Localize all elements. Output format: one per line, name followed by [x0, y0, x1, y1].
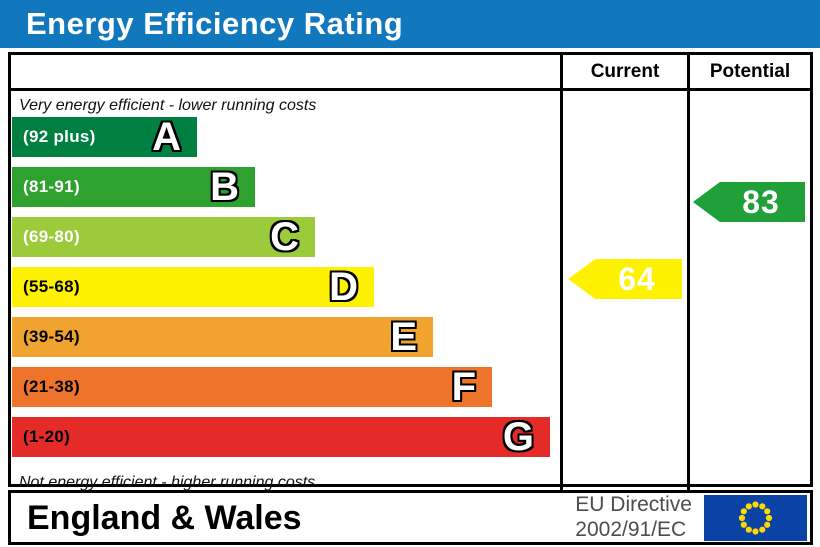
bottom-note: Not energy efficient - higher running co… [19, 474, 316, 491]
band-letter-e: E [390, 315, 417, 359]
header-spacer [11, 55, 560, 88]
band-range-g: (1-20) [23, 427, 71, 446]
chart-title-bar: Energy Efficiency Rating [0, 0, 820, 48]
footer-region-label: England & Wales [27, 498, 302, 537]
band-row-a: (92 plus) A [12, 117, 197, 157]
table-body: Very energy efficient - lower running co… [11, 91, 810, 494]
potential-rating-value: 83 [742, 183, 780, 220]
band-letter-d: D [329, 265, 358, 309]
band-row-d: (55-68) D [12, 267, 374, 307]
column-header-potential: Potential [687, 55, 810, 88]
eu-flag-icon [704, 494, 807, 541]
potential-column: 83 [687, 91, 810, 494]
eu-directive-label: EU Directive 2002/91/EC [575, 493, 692, 541]
band-row-c: (69-80) C [12, 217, 315, 257]
band-letter-a: A [152, 115, 181, 159]
column-header-current: Current [560, 55, 687, 88]
top-note: Very energy efficient - lower running co… [19, 97, 317, 114]
current-rating-value: 64 [618, 260, 656, 297]
current-column: 64 [560, 91, 687, 494]
band-row-g: (1-20) G [12, 417, 550, 457]
band-letter-g: G [502, 415, 534, 459]
eu-directive-line1: EU Directive [575, 493, 692, 517]
rating-table: Current Potential Very energy efficient … [8, 52, 813, 494]
band-range-b: (81-91) [23, 177, 80, 196]
band-range-c: (69-80) [23, 227, 80, 246]
band-row-b: (81-91) B [12, 167, 255, 207]
band-letter-c: C [270, 215, 299, 259]
eu-directive-line2: 2002/91/EC [575, 517, 687, 541]
table-header-row: Current Potential [11, 55, 810, 91]
rating-scale: Very energy efficient - lower running co… [11, 91, 560, 494]
band-range-d: (55-68) [23, 277, 80, 296]
band-range-a: (92 plus) [23, 127, 96, 146]
footer: England & Wales EU Directive 2002/91/EC [8, 490, 813, 545]
band-letter-f: F [451, 365, 476, 409]
band-range-e: (39-54) [23, 327, 80, 346]
potential-rating-arrow: 83 [693, 182, 805, 222]
band-range-f: (21-38) [23, 377, 80, 396]
band-row-f: (21-38) F [12, 367, 492, 407]
band-row-e: (39-54) E [12, 317, 433, 357]
band-letter-b: B [210, 165, 239, 209]
page-title: Energy Efficiency Rating [26, 6, 404, 41]
eu-flag-stars [738, 500, 773, 535]
current-rating-arrow: 64 [568, 259, 682, 299]
